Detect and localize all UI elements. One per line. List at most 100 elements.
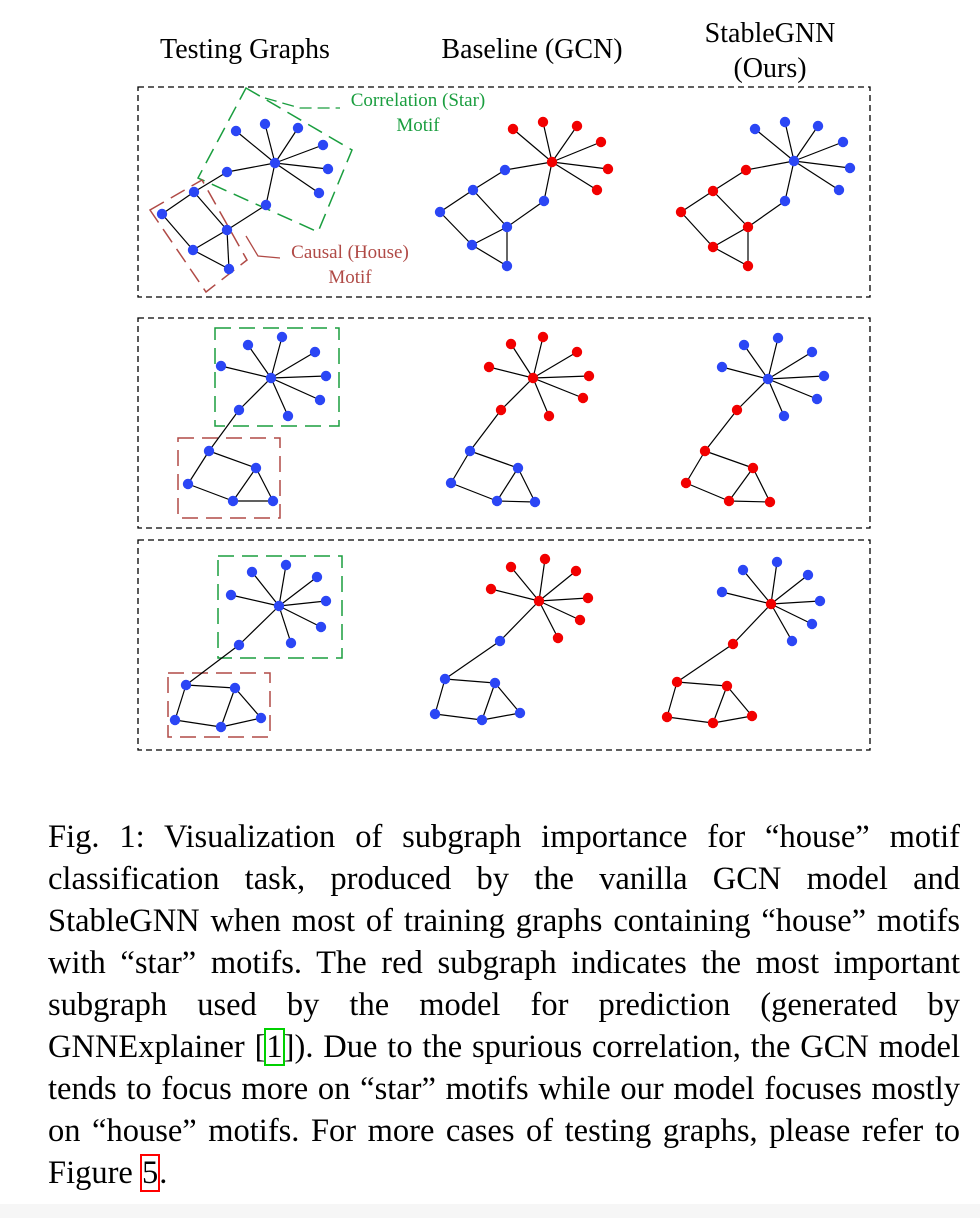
star-motif-box-row1 (196, 86, 353, 234)
graph-edge (192, 249, 230, 270)
important-node (485, 583, 497, 595)
graph-node (250, 462, 262, 474)
graph-node (225, 589, 237, 601)
graph-edge (538, 600, 581, 621)
correlation-label: Correlation (Star) (351, 90, 486, 111)
important-node (727, 638, 739, 650)
graph-node (182, 478, 194, 490)
figure-caption: Fig. 1: Visualization of subgraph import… (48, 816, 960, 1194)
graph-node (292, 122, 304, 134)
graph-edge (742, 569, 772, 605)
graph-edge (770, 561, 778, 605)
graph-edge (208, 450, 257, 469)
graph-edge (471, 226, 508, 246)
graph-node (313, 187, 325, 199)
caption-label: Fig. 1: (48, 819, 145, 855)
graph-edge (754, 128, 795, 162)
graph-edge (538, 597, 589, 602)
graph-edge (551, 161, 598, 191)
caption-text-1: Visualization of subgraph importance for… (48, 819, 961, 1065)
graph-edge (704, 450, 754, 469)
graph-node (188, 186, 200, 198)
figure-link-5[interactable]: 5 (139, 1154, 161, 1192)
important-node (483, 361, 495, 373)
graph-edge (187, 450, 210, 485)
graph-edge (666, 716, 714, 724)
graph-node (320, 370, 332, 382)
graph-node (280, 559, 292, 571)
graph-node (215, 721, 227, 733)
graph-edge (712, 685, 728, 724)
graph-edge (685, 482, 730, 502)
graph-edge (471, 244, 508, 267)
graph-edge (270, 375, 327, 379)
graph-node (716, 361, 728, 373)
graph-edge (543, 161, 553, 202)
graph-edge (504, 161, 553, 171)
graph-node (311, 571, 323, 583)
graph-edge (532, 377, 584, 399)
graph-edge (784, 160, 795, 202)
important-node (577, 392, 589, 404)
graph-edge (278, 605, 322, 628)
graph-edge (270, 336, 283, 379)
graph-node (233, 404, 245, 416)
important-node (495, 404, 507, 416)
graph-node (265, 372, 277, 384)
header-baseline-gcn: Baseline (GCN) (441, 34, 622, 65)
graph-node (242, 339, 254, 351)
graph-node (844, 162, 856, 174)
graph-edge (512, 128, 553, 163)
important-node (707, 241, 719, 253)
graph-node (285, 637, 297, 649)
figure-1: Testing Graphs Baseline (GCN) StableGNN … (137, 18, 871, 751)
graph-edge (538, 600, 559, 639)
graph-node (267, 495, 279, 507)
motif-boxes (148, 86, 353, 738)
graph-row1-baseline (434, 116, 614, 272)
graph-edge (538, 558, 546, 602)
graph-edge (542, 121, 553, 163)
graph-row3-stable (661, 556, 826, 729)
important-node (746, 710, 758, 722)
graph-edge (434, 713, 483, 721)
important-node (537, 116, 549, 128)
causal-label: Causal (House) (291, 242, 409, 263)
graph-edge (538, 570, 577, 602)
graph-edge (220, 365, 272, 379)
important-node (582, 592, 594, 604)
correlation-motif-label: Motif (396, 115, 440, 136)
important-node (742, 260, 754, 272)
graph-node (512, 462, 524, 474)
citation-link-1[interactable]: 1 (264, 1028, 285, 1066)
graph-edge (185, 644, 240, 686)
graph-edge (500, 377, 534, 411)
graph-edge (752, 467, 771, 503)
graph-edge (666, 681, 678, 718)
graph-node (276, 331, 288, 343)
graph-edge (265, 162, 276, 206)
graph-node (837, 136, 849, 148)
graph-node (320, 595, 332, 607)
graph-node (255, 712, 267, 724)
graph-edge (274, 127, 299, 164)
graph-edge (736, 378, 769, 411)
graph-node (230, 125, 242, 137)
important-node (675, 206, 687, 218)
graph-edge (712, 226, 749, 248)
graph-edge (712, 715, 753, 724)
graph-node (227, 495, 239, 507)
graph-node (762, 373, 774, 385)
graph-edge (680, 211, 714, 248)
important-node (570, 565, 582, 577)
graph-node (833, 184, 845, 196)
graph-edge (450, 450, 471, 484)
graph-node (529, 496, 541, 508)
graph-edge (770, 603, 813, 625)
graph-edge (510, 566, 540, 602)
graph-node (282, 410, 294, 422)
star-motif-box-row3 (217, 555, 343, 659)
graph-edge (494, 682, 521, 714)
graph-edge (680, 190, 714, 213)
graph-edge (232, 467, 257, 502)
